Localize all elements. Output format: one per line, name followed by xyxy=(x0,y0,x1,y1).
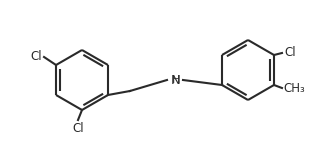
Text: H: H xyxy=(172,75,180,85)
Text: CH₃: CH₃ xyxy=(283,81,305,95)
Text: Cl: Cl xyxy=(30,50,42,62)
Text: N: N xyxy=(171,74,181,86)
Text: Cl: Cl xyxy=(72,122,84,135)
Text: Cl: Cl xyxy=(284,47,296,59)
